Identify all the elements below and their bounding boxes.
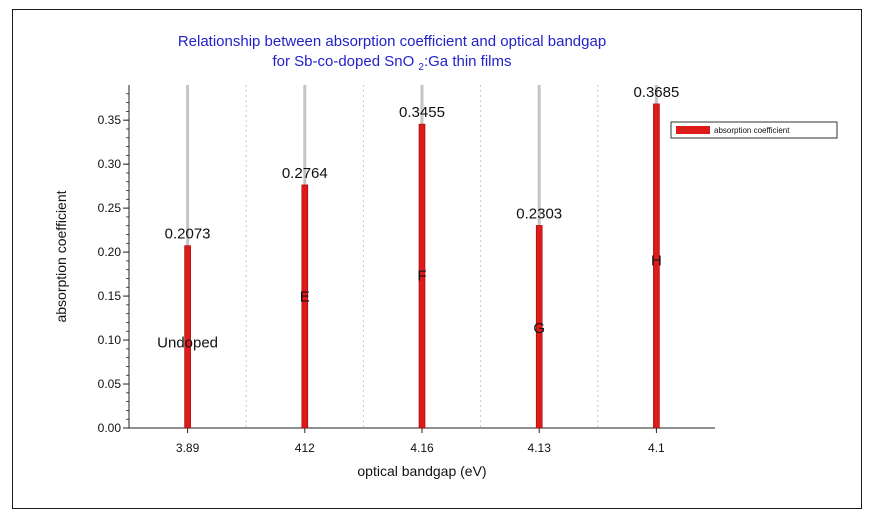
- y-tick-label: 0.35: [98, 113, 122, 127]
- sample-annotation: Undoped: [157, 334, 218, 351]
- y-tick-label: 0.10: [98, 333, 122, 347]
- sample-annotation: F: [417, 268, 426, 285]
- bar: [301, 184, 309, 429]
- legend-box: [670, 121, 838, 139]
- x-tick-label: 4.1: [648, 441, 665, 455]
- data-label: 0.2073: [165, 226, 211, 243]
- y-tick-label: 0.30: [98, 157, 122, 171]
- chart-title-line2: for Sb-co-doped SnO 2:Ga thin films: [272, 53, 511, 73]
- data-label: 0.3455: [399, 104, 445, 121]
- x-tick-label: 4.16: [410, 441, 434, 455]
- x-axis-title: optical bandgap (eV): [357, 463, 486, 479]
- title-line2-main: for Sb-co-doped SnO: [272, 53, 418, 70]
- bar-chart: Relationship between absorption coeffici…: [53, 33, 838, 479]
- legend-swatch: [676, 126, 710, 134]
- chart-title-line1: Relationship between absorption coeffici…: [178, 33, 606, 50]
- sample-annotation: G: [533, 320, 545, 337]
- x-tick-label: 3.89: [176, 441, 200, 455]
- sample-annotation: E: [300, 289, 310, 306]
- y-tick-label: 0.25: [98, 201, 122, 215]
- title-line2-suffix: :Ga thin films: [424, 53, 512, 70]
- y-tick-label: 0.00: [98, 421, 122, 435]
- x-tick-label: 4.13: [528, 441, 552, 455]
- data-label: 0.3685: [633, 84, 679, 101]
- chart-frame: Relationship between absorption coeffici…: [12, 9, 862, 509]
- y-axis-title: absorption coefficient: [53, 190, 69, 322]
- data-label: 0.2764: [282, 165, 328, 182]
- y-tick-label: 0.15: [98, 289, 122, 303]
- y-tick-label: 0.05: [98, 377, 122, 391]
- data-label: 0.2303: [516, 205, 562, 222]
- y-tick-label: 0.20: [98, 245, 122, 259]
- x-tick-label: 412: [295, 441, 315, 455]
- legend-label: absorption coefficient: [714, 126, 790, 135]
- sample-annotation: H: [651, 253, 662, 270]
- title-line2-subscript: 2: [418, 62, 424, 73]
